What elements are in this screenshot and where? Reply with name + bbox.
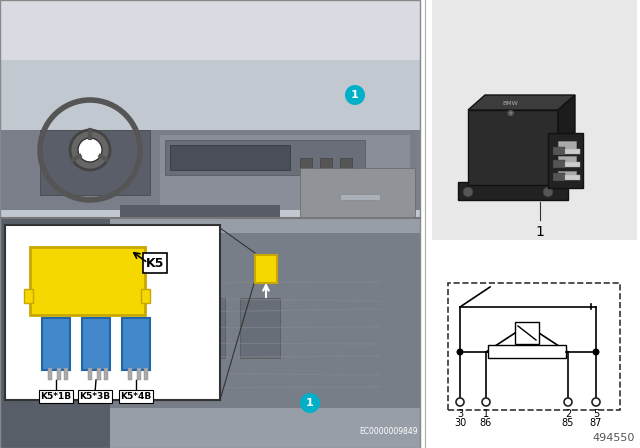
Bar [130, 298, 170, 358]
Text: BMW: BMW [502, 100, 518, 105]
Bar [438, 273, 630, 440]
Text: 85: 85 [562, 418, 574, 428]
Text: 87: 87 [590, 418, 602, 428]
Text: 86: 86 [480, 418, 492, 428]
Bar [82, 318, 110, 370]
Bar [100, 233, 420, 408]
Bar [565, 162, 580, 167]
Bar [42, 318, 70, 370]
Bar [240, 298, 280, 358]
Text: K5: K5 [146, 257, 164, 270]
Bar [558, 171, 576, 179]
Bar [488, 345, 566, 358]
Bar [458, 182, 568, 200]
Bar [0, 0, 420, 448]
Bar [0, 130, 420, 210]
Bar [300, 168, 415, 218]
Text: K5*1B: K5*1B [40, 392, 72, 401]
Circle shape [345, 85, 365, 105]
Text: 5: 5 [593, 409, 599, 419]
Bar [558, 141, 576, 149]
Bar [0, 0, 420, 60]
Bar [141, 289, 150, 303]
Polygon shape [468, 95, 575, 110]
Bar [565, 175, 580, 180]
Circle shape [300, 393, 320, 413]
Circle shape [482, 398, 490, 406]
Bar [300, 158, 312, 168]
Bar [565, 149, 580, 154]
Bar [128, 368, 132, 380]
Text: 2: 2 [565, 409, 571, 419]
Bar [185, 298, 225, 358]
Text: 1: 1 [351, 90, 359, 100]
Text: 1: 1 [536, 225, 545, 239]
Text: K5*4B: K5*4B [120, 392, 152, 401]
Bar [165, 140, 365, 175]
Text: 494550: 494550 [593, 433, 635, 443]
Bar [553, 173, 565, 181]
Circle shape [463, 187, 473, 197]
Bar [515, 322, 539, 344]
Circle shape [456, 349, 463, 356]
Bar [170, 145, 290, 170]
Circle shape [564, 398, 572, 406]
Bar [320, 158, 332, 168]
Bar [558, 156, 576, 164]
Bar [5, 225, 220, 400]
Circle shape [543, 187, 553, 197]
Bar [0, 218, 420, 448]
Bar [97, 368, 101, 380]
Bar [30, 247, 145, 315]
Polygon shape [558, 95, 575, 185]
Text: 3: 3 [457, 409, 463, 419]
Bar [548, 133, 583, 188]
Bar [553, 160, 565, 168]
Text: K5*3B: K5*3B [79, 392, 111, 401]
Circle shape [593, 349, 600, 356]
Bar [137, 368, 141, 380]
Circle shape [78, 138, 102, 162]
Bar [340, 158, 352, 168]
Circle shape [456, 398, 464, 406]
Bar [448, 283, 620, 410]
Bar [122, 318, 150, 370]
Bar [340, 194, 380, 200]
Circle shape [592, 398, 600, 406]
Text: EC0000009849: EC0000009849 [360, 427, 418, 436]
Bar [0, 0, 420, 218]
Bar [40, 130, 150, 195]
Text: 1: 1 [483, 409, 489, 419]
Bar [0, 218, 110, 448]
Bar [144, 368, 148, 380]
Bar [64, 368, 68, 380]
Bar [48, 368, 52, 380]
Bar [88, 368, 92, 380]
Text: 30: 30 [454, 418, 466, 428]
Bar [57, 368, 61, 380]
Bar [553, 147, 565, 155]
Bar [104, 368, 108, 380]
Bar [120, 205, 280, 220]
Bar [255, 255, 277, 283]
Circle shape [70, 130, 110, 170]
Bar [432, 0, 637, 240]
Bar [24, 289, 33, 303]
Text: ◉: ◉ [506, 108, 514, 116]
Bar [468, 110, 558, 185]
Bar [160, 135, 410, 210]
Text: 1: 1 [306, 398, 314, 408]
